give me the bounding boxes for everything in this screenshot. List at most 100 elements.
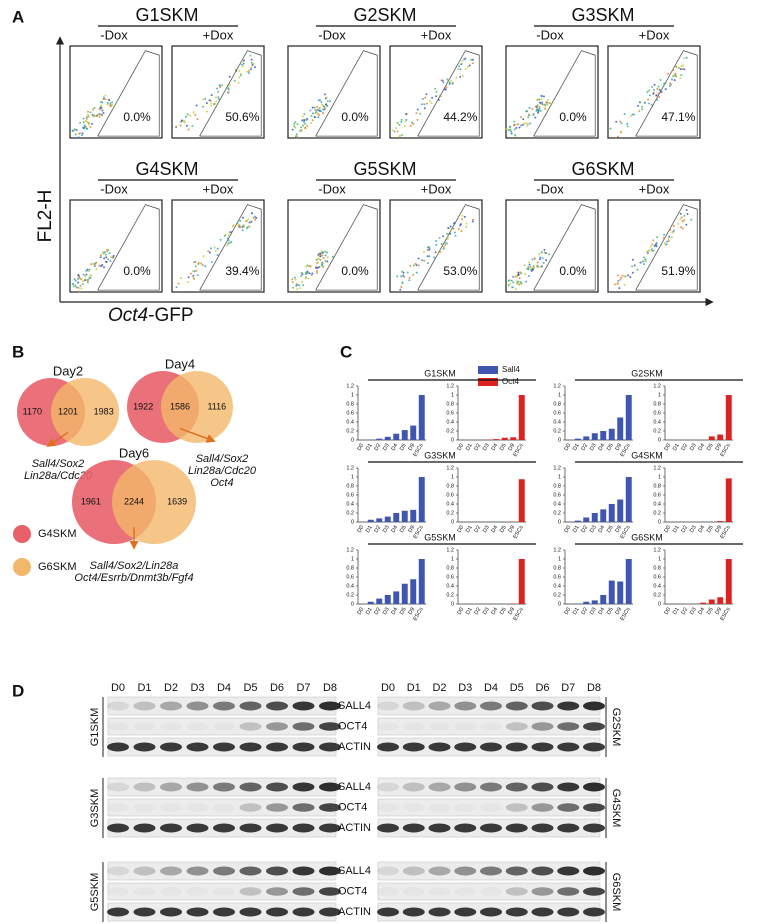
x-tick-label: D3	[482, 525, 491, 534]
event-dot	[455, 76, 458, 79]
event-dot	[400, 120, 403, 123]
event-dot	[680, 74, 683, 77]
event-dot	[538, 252, 541, 255]
event-dot	[620, 276, 623, 279]
event-dot	[507, 129, 510, 132]
y-tick-label: 1.2	[446, 383, 454, 389]
venn-circle	[51, 378, 119, 446]
event-dot	[443, 88, 446, 91]
event-dot	[512, 124, 515, 127]
event-dot	[108, 252, 111, 255]
event-dot	[444, 241, 447, 244]
event-dot	[302, 284, 305, 287]
band	[107, 742, 129, 752]
event-dot	[624, 275, 627, 278]
band	[239, 803, 262, 812]
event-dot	[675, 65, 678, 68]
event-dot	[541, 101, 544, 104]
event-dot	[664, 82, 667, 85]
y-tick-label: 1	[451, 556, 454, 562]
event-dot	[326, 251, 329, 254]
event-dot	[431, 96, 434, 99]
x-tick-label: D3	[382, 525, 391, 534]
gate-percent: 0.0%	[341, 264, 369, 278]
event-dot	[653, 83, 656, 86]
band	[186, 701, 209, 711]
event-dot	[629, 115, 632, 118]
y-tick-label: 1	[451, 392, 454, 398]
lane-label: D3	[458, 682, 472, 694]
event-dot	[538, 107, 541, 110]
lane-label: D5	[510, 682, 524, 694]
event-dot	[447, 79, 450, 82]
band	[583, 887, 605, 896]
event-dot	[668, 235, 671, 238]
band	[160, 722, 182, 731]
gene-list: Lin28a/Cdc20	[188, 465, 257, 477]
x-tick-label: D4	[491, 607, 500, 616]
event-dot	[686, 212, 689, 215]
event-dot	[294, 121, 297, 124]
x-tick-label: D3	[482, 607, 491, 616]
event-dot	[304, 127, 307, 130]
event-dot	[420, 103, 423, 106]
event-dot	[463, 58, 466, 61]
band	[107, 887, 129, 896]
row-label: G1SKM	[89, 708, 101, 747]
event-dot	[109, 104, 112, 107]
bar	[608, 428, 615, 440]
band	[160, 907, 182, 917]
panel-label: C	[340, 342, 352, 361]
event-dot	[177, 282, 180, 285]
event-dot	[445, 86, 448, 89]
event-dot	[452, 227, 455, 230]
event-dot	[74, 133, 77, 136]
event-dot	[454, 234, 457, 237]
event-dot	[308, 272, 311, 275]
event-dot	[678, 67, 681, 70]
bar	[617, 581, 624, 604]
band	[505, 866, 528, 876]
flow-plot	[287, 199, 381, 293]
event-dot	[291, 278, 294, 281]
panel-label: D	[12, 681, 24, 700]
event-dot	[539, 256, 542, 259]
event-dot	[655, 94, 658, 97]
y-tick-label: 0.2	[553, 592, 561, 598]
event-dot	[111, 101, 114, 104]
event-dot	[108, 99, 111, 102]
event-dot	[247, 69, 250, 72]
event-dot	[446, 238, 449, 241]
event-dot	[86, 121, 89, 124]
event-dot	[683, 214, 686, 217]
event-dot	[84, 119, 87, 122]
band	[107, 782, 129, 792]
event-dot	[235, 69, 238, 72]
event-dot	[434, 251, 437, 254]
y-tick-label: 0.2	[446, 592, 454, 598]
x-tick-label: D5	[706, 525, 715, 534]
event-dot	[402, 271, 405, 274]
event-dot	[299, 287, 302, 290]
event-dot	[250, 58, 253, 61]
gate-percent: 39.4%	[225, 264, 259, 278]
event-dot	[440, 242, 443, 245]
band	[292, 782, 315, 792]
band	[377, 803, 399, 812]
band	[402, 782, 425, 792]
band	[583, 866, 605, 876]
venn-title: Day4	[165, 356, 195, 371]
event-dot	[324, 259, 327, 262]
event-dot	[666, 72, 669, 75]
event-dot	[461, 74, 464, 77]
event-dot	[318, 99, 321, 102]
x-tick-label: D2	[681, 525, 690, 534]
event-dot	[391, 129, 394, 132]
event-dot	[101, 251, 104, 254]
event-dot	[252, 216, 255, 219]
event-dot	[182, 120, 185, 123]
lane-label: D6	[535, 682, 549, 694]
event-dot	[401, 282, 404, 285]
x-tick-label: D4	[491, 525, 500, 534]
event-dot	[646, 250, 649, 253]
